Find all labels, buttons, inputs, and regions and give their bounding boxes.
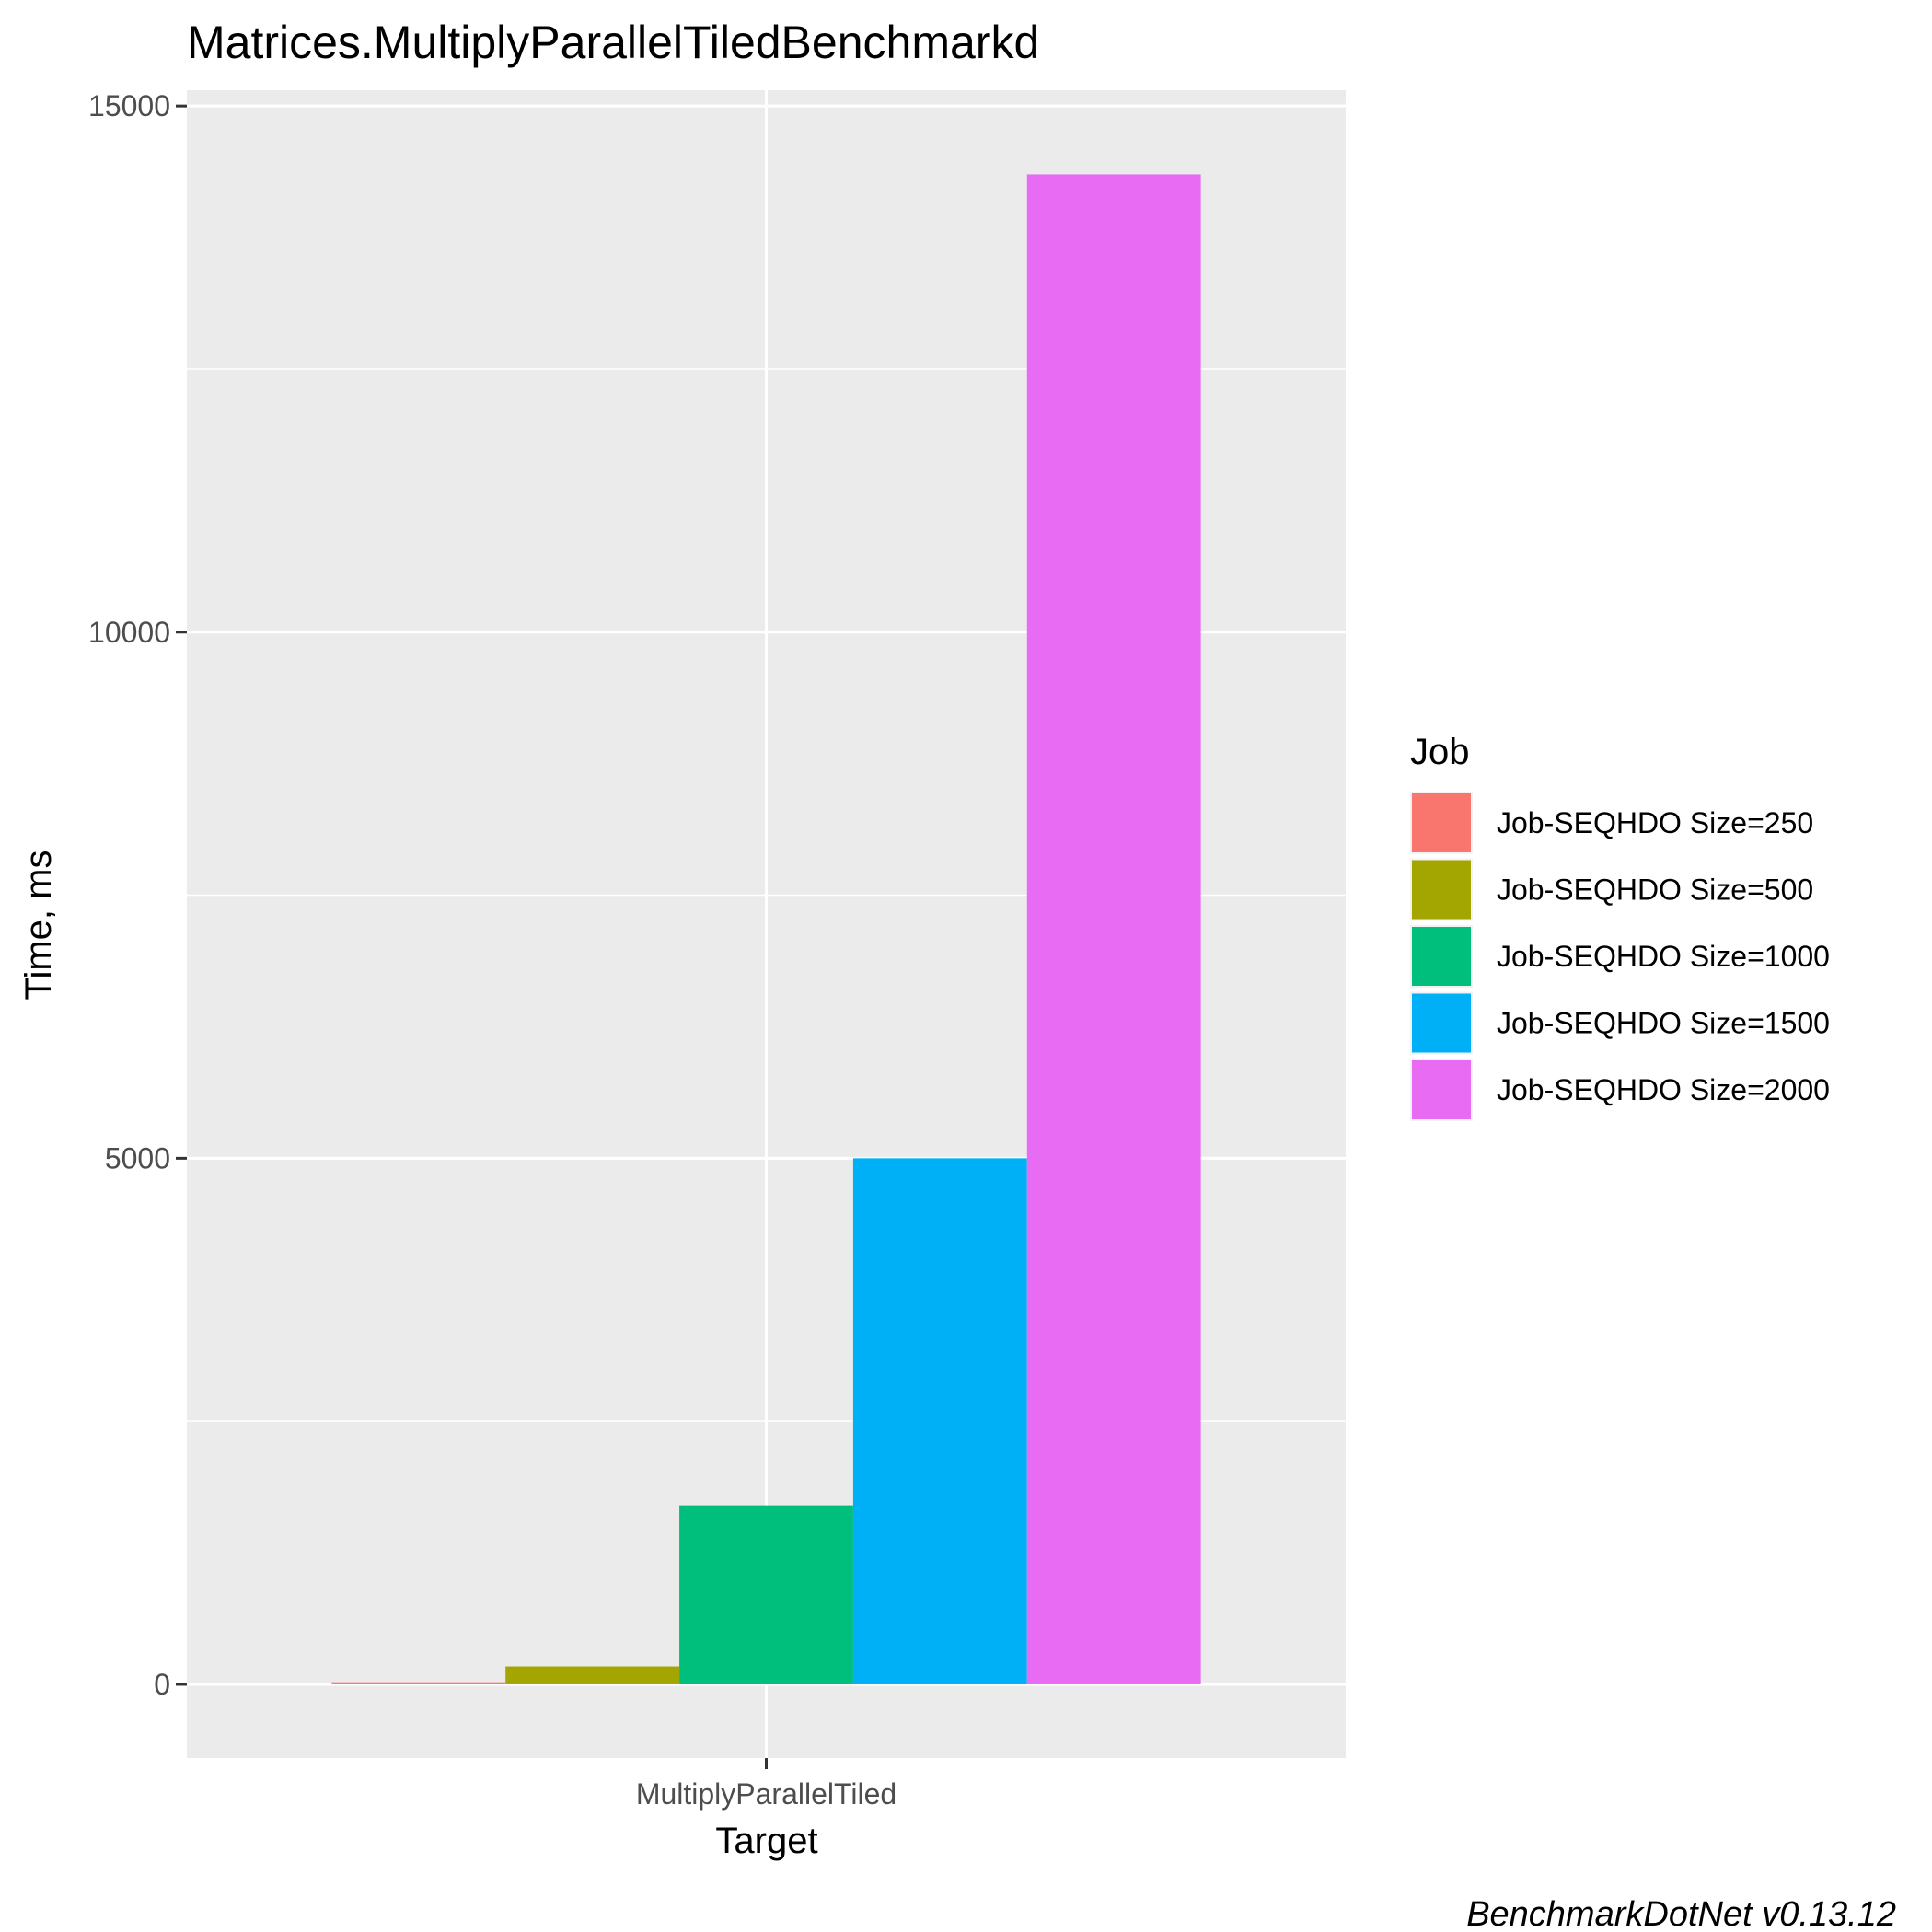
bar	[505, 1666, 680, 1684]
chart-title: Matrices.MultiplyParallelTiledBenchmarkd	[187, 17, 1039, 68]
legend-label: Job-SEQHDO Size=2000	[1497, 1073, 1830, 1106]
legend-swatch	[1412, 1060, 1471, 1119]
legend-label: Job-SEQHDO Size=1500	[1497, 1007, 1830, 1040]
legend-title: Job	[1410, 732, 1470, 772]
bar	[852, 1158, 1027, 1684]
caption: BenchmarkDotNet v0.13.12	[1466, 1895, 1896, 1932]
bar	[331, 1682, 506, 1684]
x-axis: MultiplyParallelTiled	[636, 1758, 897, 1811]
y-axis-title: Time, ms	[18, 850, 59, 1001]
bars	[331, 174, 1201, 1684]
y-tick-label: 5000	[105, 1141, 170, 1174]
x-tick-label: MultiplyParallelTiled	[636, 1777, 897, 1811]
y-tick-label: 0	[154, 1668, 170, 1701]
legend-swatch	[1412, 793, 1471, 852]
legend-swatch	[1412, 927, 1471, 986]
y-tick-label: 10000	[88, 616, 170, 649]
y-tick-label: 15000	[88, 89, 170, 122]
y-axis: 0 5000 10000 15000	[88, 89, 187, 1701]
legend-label: Job-SEQHDO Size=500	[1497, 873, 1813, 907]
x-axis-title: Target	[715, 1821, 817, 1861]
legend-swatch	[1412, 860, 1471, 920]
legend: Job Job-SEQHDO Size=250 Job-SEQHDO Size=5…	[1410, 732, 1830, 1121]
bar	[1026, 174, 1201, 1684]
legend-label: Job-SEQHDO Size=1000	[1497, 940, 1830, 973]
legend-label: Job-SEQHDO Size=250	[1497, 806, 1813, 839]
bar	[679, 1505, 853, 1684]
legend-swatch	[1412, 993, 1471, 1053]
